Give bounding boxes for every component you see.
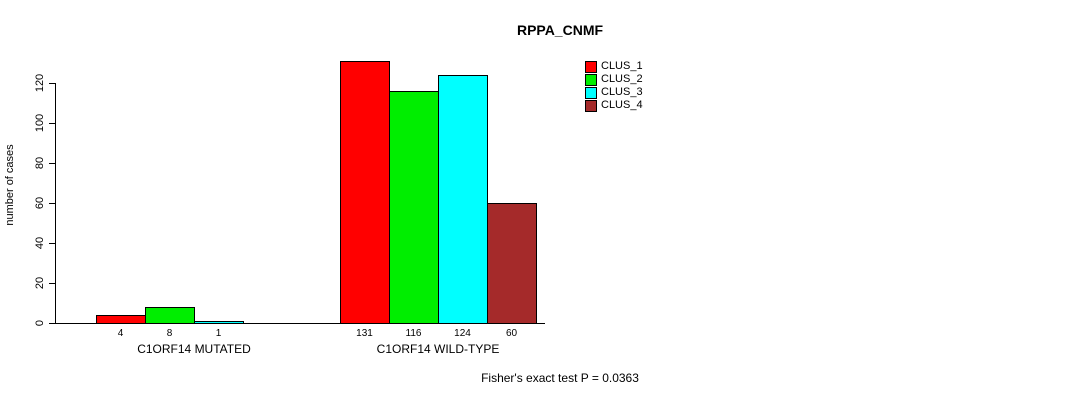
legend-row-clus_4: CLUS_4 xyxy=(585,99,643,112)
bar-clus_2-group2 xyxy=(389,91,439,324)
bar-value-label: 124 xyxy=(454,328,471,339)
y-tick-label: 80 xyxy=(34,156,46,170)
fisher-test-annotation: Fisher's exact test P = 0.0363 xyxy=(481,371,639,385)
legend-row-clus_3: CLUS_3 xyxy=(585,86,643,99)
bar-clus_3-group1 xyxy=(194,321,244,324)
legend-label: CLUS_2 xyxy=(601,73,643,86)
legend-swatch-clus_3 xyxy=(585,86,597,99)
bar-value-label: 4 xyxy=(117,328,124,339)
y-tick-mark xyxy=(49,163,55,164)
y-axis-label: number of cases xyxy=(4,144,16,226)
y-tick-label: 120 xyxy=(34,73,46,93)
bar-value-label: 1 xyxy=(215,328,222,339)
y-tick-label: 100 xyxy=(34,113,46,133)
x-group-label: C1ORF14 WILD-TYPE xyxy=(376,342,500,356)
bar-value-label: 116 xyxy=(405,328,422,339)
y-tick-mark xyxy=(49,323,55,324)
y-axis-line xyxy=(55,83,56,324)
y-tick-label: 20 xyxy=(34,276,46,290)
legend: CLUS_1 CLUS_2 CLUS_3 CLUS_4 xyxy=(585,60,643,112)
y-tick-mark xyxy=(49,243,55,244)
x-axis-line xyxy=(55,323,545,324)
y-tick-label: 60 xyxy=(34,196,46,210)
legend-row-clus_1: CLUS_1 xyxy=(585,60,643,73)
y-tick-mark xyxy=(49,203,55,204)
bar-clus_2-group1 xyxy=(145,307,195,324)
legend-swatch-clus_1 xyxy=(585,60,597,73)
y-tick-mark xyxy=(49,83,55,84)
legend-row-clus_2: CLUS_2 xyxy=(585,73,643,86)
y-tick-label: 0 xyxy=(34,319,46,327)
legend-swatch-clus_4 xyxy=(585,99,597,112)
legend-label: CLUS_3 xyxy=(601,86,643,99)
legend-label: CLUS_4 xyxy=(601,99,643,112)
bar-value-label: 131 xyxy=(356,328,373,339)
chart-title: RPPA_CNMF xyxy=(516,22,604,38)
legend-label: CLUS_1 xyxy=(601,60,643,73)
bar-clus_4-group2 xyxy=(487,203,537,324)
y-tick-mark xyxy=(49,283,55,284)
bar-clus_3-group2 xyxy=(438,75,488,324)
bar-clus_1-group2 xyxy=(340,61,390,324)
legend-swatch-clus_2 xyxy=(585,73,597,86)
bar-value-label: 60 xyxy=(505,328,518,339)
bar-value-label: 8 xyxy=(166,328,173,339)
bar-clus_1-group1 xyxy=(96,315,146,324)
y-tick-label: 40 xyxy=(34,236,46,250)
y-tick-mark xyxy=(49,123,55,124)
x-group-label: C1ORF14 MUTATED xyxy=(137,342,251,356)
